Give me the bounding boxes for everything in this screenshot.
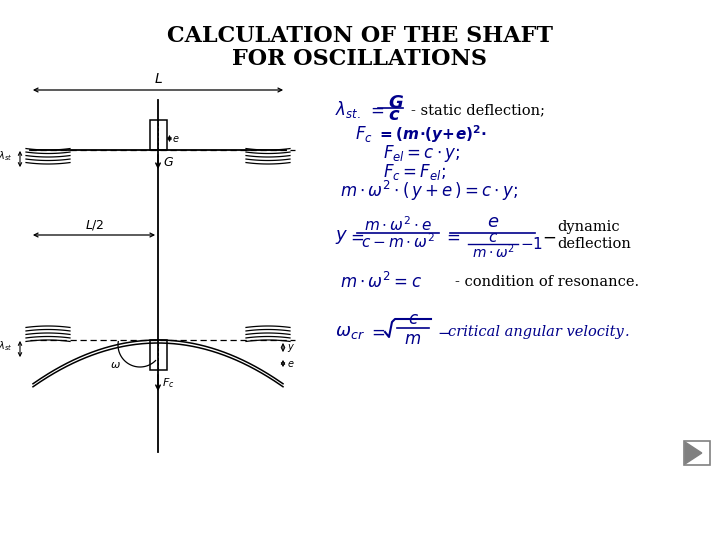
Text: $c$: $c$	[408, 312, 418, 328]
Text: - condition of resonance.: - condition of resonance.	[455, 275, 639, 289]
Text: $\boldsymbol{=(m\!\cdot\!(y\!+\!e)}^{\boldsymbol{2}}\boldsymbol{\cdot}$: $\boldsymbol{=(m\!\cdot\!(y\!+\!e)}^{\bo…	[377, 123, 487, 145]
Text: $=$: $=$	[443, 228, 460, 246]
Text: $F_c = F_{el};$: $F_c = F_{el};$	[383, 162, 446, 182]
Text: $\omega_{cr}$: $\omega_{cr}$	[335, 323, 365, 341]
Text: $\lambda_{st}$: $\lambda_{st}$	[0, 149, 12, 163]
Text: $\boldsymbol{G}$: $\boldsymbol{G}$	[388, 94, 404, 112]
Polygon shape	[685, 442, 702, 464]
Text: $m \cdot \omega^2 \cdot e$: $m \cdot \omega^2 \cdot e$	[364, 215, 432, 234]
Text: $L$: $L$	[153, 72, 163, 86]
Text: dynamic: dynamic	[557, 220, 620, 234]
Text: $=$: $=$	[368, 323, 385, 341]
Text: $=$: $=$	[367, 102, 384, 118]
Text: $F_c$: $F_c$	[162, 376, 174, 390]
Text: $m \cdot \omega^2 = c$: $m \cdot \omega^2 = c$	[340, 272, 422, 292]
Text: deflection: deflection	[557, 237, 631, 251]
Text: $\boldsymbol{F_c}$: $\boldsymbol{F_c}$	[355, 124, 373, 144]
Text: $c$: $c$	[488, 231, 498, 245]
Text: $\omega$: $\omega$	[110, 360, 121, 370]
Text: $L/2$: $L/2$	[86, 218, 104, 232]
Text: $- 1$: $- 1$	[520, 236, 543, 252]
Text: - static deflection;: - static deflection;	[411, 103, 545, 117]
Text: $\lambda_{st.}$: $\lambda_{st.}$	[335, 99, 361, 120]
Text: $=$: $=$	[347, 228, 364, 246]
Text: $m \cdot \omega^2$: $m \cdot \omega^2$	[472, 242, 514, 261]
Text: .: .	[625, 325, 629, 339]
Text: $e$: $e$	[173, 134, 180, 144]
Text: $e$: $e$	[487, 213, 499, 231]
Text: critical angular velocity: critical angular velocity	[448, 325, 624, 339]
Text: $y$: $y$	[287, 342, 295, 354]
Text: $F_{el} = c \cdot y;$: $F_{el} = c \cdot y;$	[383, 143, 460, 164]
Text: FOR OSCILLATIONS: FOR OSCILLATIONS	[233, 48, 487, 70]
Text: $c - m \cdot \omega^2$: $c - m \cdot \omega^2$	[361, 233, 435, 251]
Text: $m \cdot \omega^2 \cdot ( \, y + e \, ) = c \cdot y;$: $m \cdot \omega^2 \cdot ( \, y + e \, ) …	[340, 179, 518, 203]
Text: $m$: $m$	[405, 332, 421, 348]
Bar	[684, 441, 710, 465]
Text: CALCULATION OF THE SHAFT: CALCULATION OF THE SHAFT	[167, 25, 553, 47]
Bar	[150, 340, 166, 370]
Text: $G$: $G$	[163, 157, 174, 170]
Text: $\boldsymbol{c}$: $\boldsymbol{c}$	[388, 106, 400, 124]
Text: $y$: $y$	[335, 228, 348, 246]
Text: $\lambda_{st}$: $\lambda_{st}$	[0, 339, 12, 353]
Bar	[150, 120, 166, 150]
Text: $e$: $e$	[287, 359, 294, 369]
Text: $-$: $-$	[542, 228, 556, 246]
Text: $-$: $-$	[437, 325, 450, 339]
